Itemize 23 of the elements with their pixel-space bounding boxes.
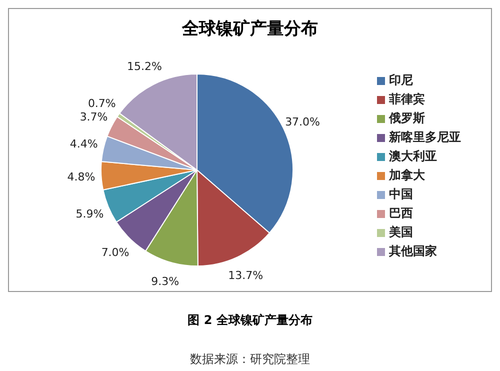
data-label: 7.0% xyxy=(101,246,130,259)
legend-label: 其他国家 xyxy=(389,244,437,258)
caption: 图 2 全球镍矿产量分布 xyxy=(186,312,314,329)
legend-label: 中国 xyxy=(389,187,413,201)
legend-label: 巴西 xyxy=(389,206,413,220)
data-label: 15.2% xyxy=(127,60,162,74)
legend-label: 美国 xyxy=(389,225,413,239)
legend-label: 印尼 xyxy=(389,73,413,87)
data-label: 5.9% xyxy=(76,208,104,221)
data-label: 13.7% xyxy=(228,268,264,282)
data-label: 37.0% xyxy=(285,115,320,128)
data-label: 9.3% xyxy=(151,275,180,288)
data-label: 3.7% xyxy=(80,110,108,124)
legend-label: 菲律宾 xyxy=(389,92,425,106)
data-label: 4.4% xyxy=(70,138,98,151)
legend-label: 新喀里多尼亚 xyxy=(389,130,461,144)
source-note: 数据来源：研究院整理 xyxy=(189,351,311,368)
data-label: 4.8% xyxy=(67,170,96,184)
data-label: 0.7% xyxy=(88,97,116,110)
chart-title: 全球镍矿产量分布 xyxy=(180,18,319,41)
legend-label: 俄罗斯 xyxy=(389,111,425,125)
legend-label: 加拿大 xyxy=(389,168,425,182)
legend-label: 澳大利亚 xyxy=(389,149,437,163)
